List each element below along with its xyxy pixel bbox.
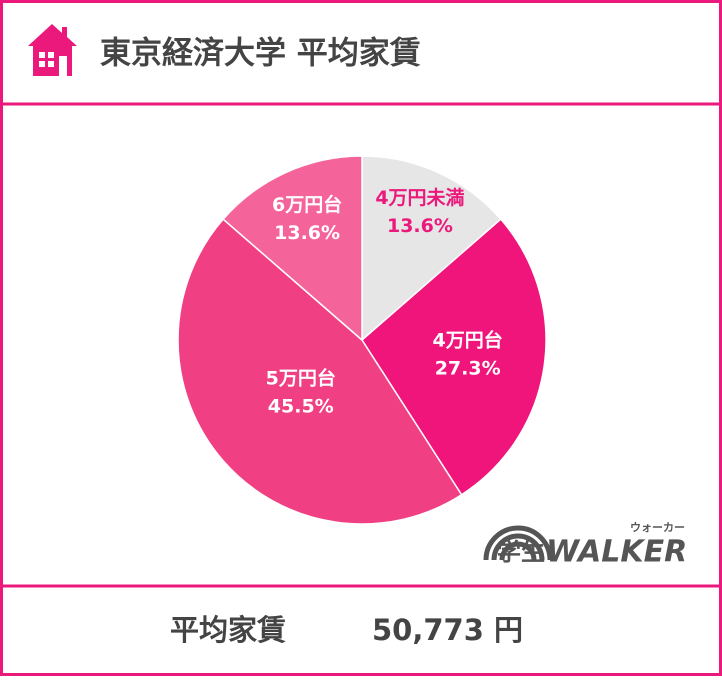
pie-slice [361,155,502,342]
logo-text: 学生 [497,538,545,566]
slice-category: 4万円台 [433,329,503,352]
slice-value-label: 27.3% [435,358,501,380]
slice-category: 5万円台 [266,366,336,389]
pie-slice [222,155,363,342]
house-icon [28,24,77,76]
pie: 4万円未満 13.6% 4万円台 27.3% 5万円台 45.5% 6万円台 13.6% [177,155,547,525]
footer-value: 50,773 円 [372,613,523,647]
slice-category: 4万円未満 [375,186,464,209]
pie-slice [177,218,463,525]
logo-ruby: ウォーカー [630,521,685,534]
logo-brand: WALKER [546,535,687,570]
slice-category: 6万円台 [272,193,342,216]
chart-title: 東京経済大学 平均家賃 [100,36,421,72]
slice-value-label: 13.6% [274,222,340,244]
slice-value-label: 13.6% [387,215,453,237]
footer-label: 平均家賃 [170,613,286,647]
pie-slice [361,218,547,496]
slice-value-label: 45.5% [268,395,334,417]
logo: 学生 WALKER ウォーカー [483,521,687,570]
